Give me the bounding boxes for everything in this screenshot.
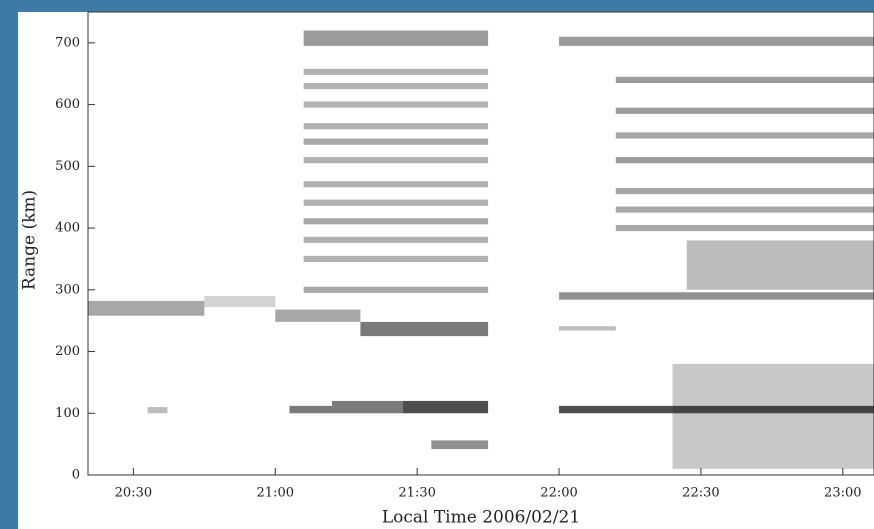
echo bbox=[303, 82, 489, 90]
echo bbox=[615, 206, 874, 213]
echo bbox=[559, 292, 874, 300]
echo bbox=[303, 138, 489, 145]
echo bbox=[303, 181, 489, 188]
echo bbox=[275, 309, 361, 322]
y-tick-label: 0 bbox=[72, 468, 80, 483]
echo bbox=[289, 405, 333, 414]
x-axis-label: Local Time 2006/02/21 bbox=[382, 508, 580, 528]
echo bbox=[559, 405, 874, 414]
echo bbox=[431, 440, 489, 450]
echo bbox=[303, 123, 489, 130]
y-axis-label: Range (km) bbox=[20, 190, 40, 290]
echo bbox=[402, 400, 489, 414]
echo bbox=[332, 400, 403, 414]
echo bbox=[615, 107, 874, 114]
echo bbox=[615, 76, 874, 83]
y-tick-label: 400 bbox=[55, 221, 80, 236]
echo bbox=[686, 240, 874, 290]
echo bbox=[147, 407, 168, 414]
echo bbox=[204, 295, 276, 308]
echo bbox=[303, 255, 489, 263]
echo bbox=[559, 36, 874, 46]
echo bbox=[303, 68, 489, 75]
echo bbox=[303, 157, 489, 164]
x-tick-label: 23:00 bbox=[824, 486, 861, 501]
echo bbox=[303, 236, 489, 243]
echo bbox=[303, 286, 489, 293]
y-tick-label: 500 bbox=[55, 159, 80, 174]
x-tick-label: 22:00 bbox=[540, 486, 577, 501]
echo bbox=[615, 187, 874, 195]
echo bbox=[303, 218, 489, 225]
y-tick-label: 700 bbox=[55, 35, 80, 50]
echo bbox=[672, 363, 874, 469]
y-tick-label: 200 bbox=[55, 344, 80, 359]
echo bbox=[88, 300, 205, 316]
echo bbox=[615, 132, 874, 139]
plot-frame bbox=[87, 11, 874, 476]
x-tick-label: 21:30 bbox=[398, 486, 435, 501]
echo bbox=[303, 101, 489, 108]
x-tick-label: 21:00 bbox=[257, 486, 294, 501]
x-tick-label: 22:30 bbox=[682, 486, 719, 501]
y-tick-label: 300 bbox=[55, 282, 80, 297]
echo bbox=[615, 157, 874, 164]
echo bbox=[559, 326, 616, 331]
echo bbox=[615, 224, 874, 232]
x-tick-label: 20:30 bbox=[115, 486, 152, 501]
echo bbox=[303, 30, 489, 46]
echo bbox=[303, 199, 489, 206]
echo bbox=[360, 321, 489, 337]
y-tick-label: 600 bbox=[55, 97, 80, 112]
y-tick-label: 100 bbox=[55, 406, 80, 421]
